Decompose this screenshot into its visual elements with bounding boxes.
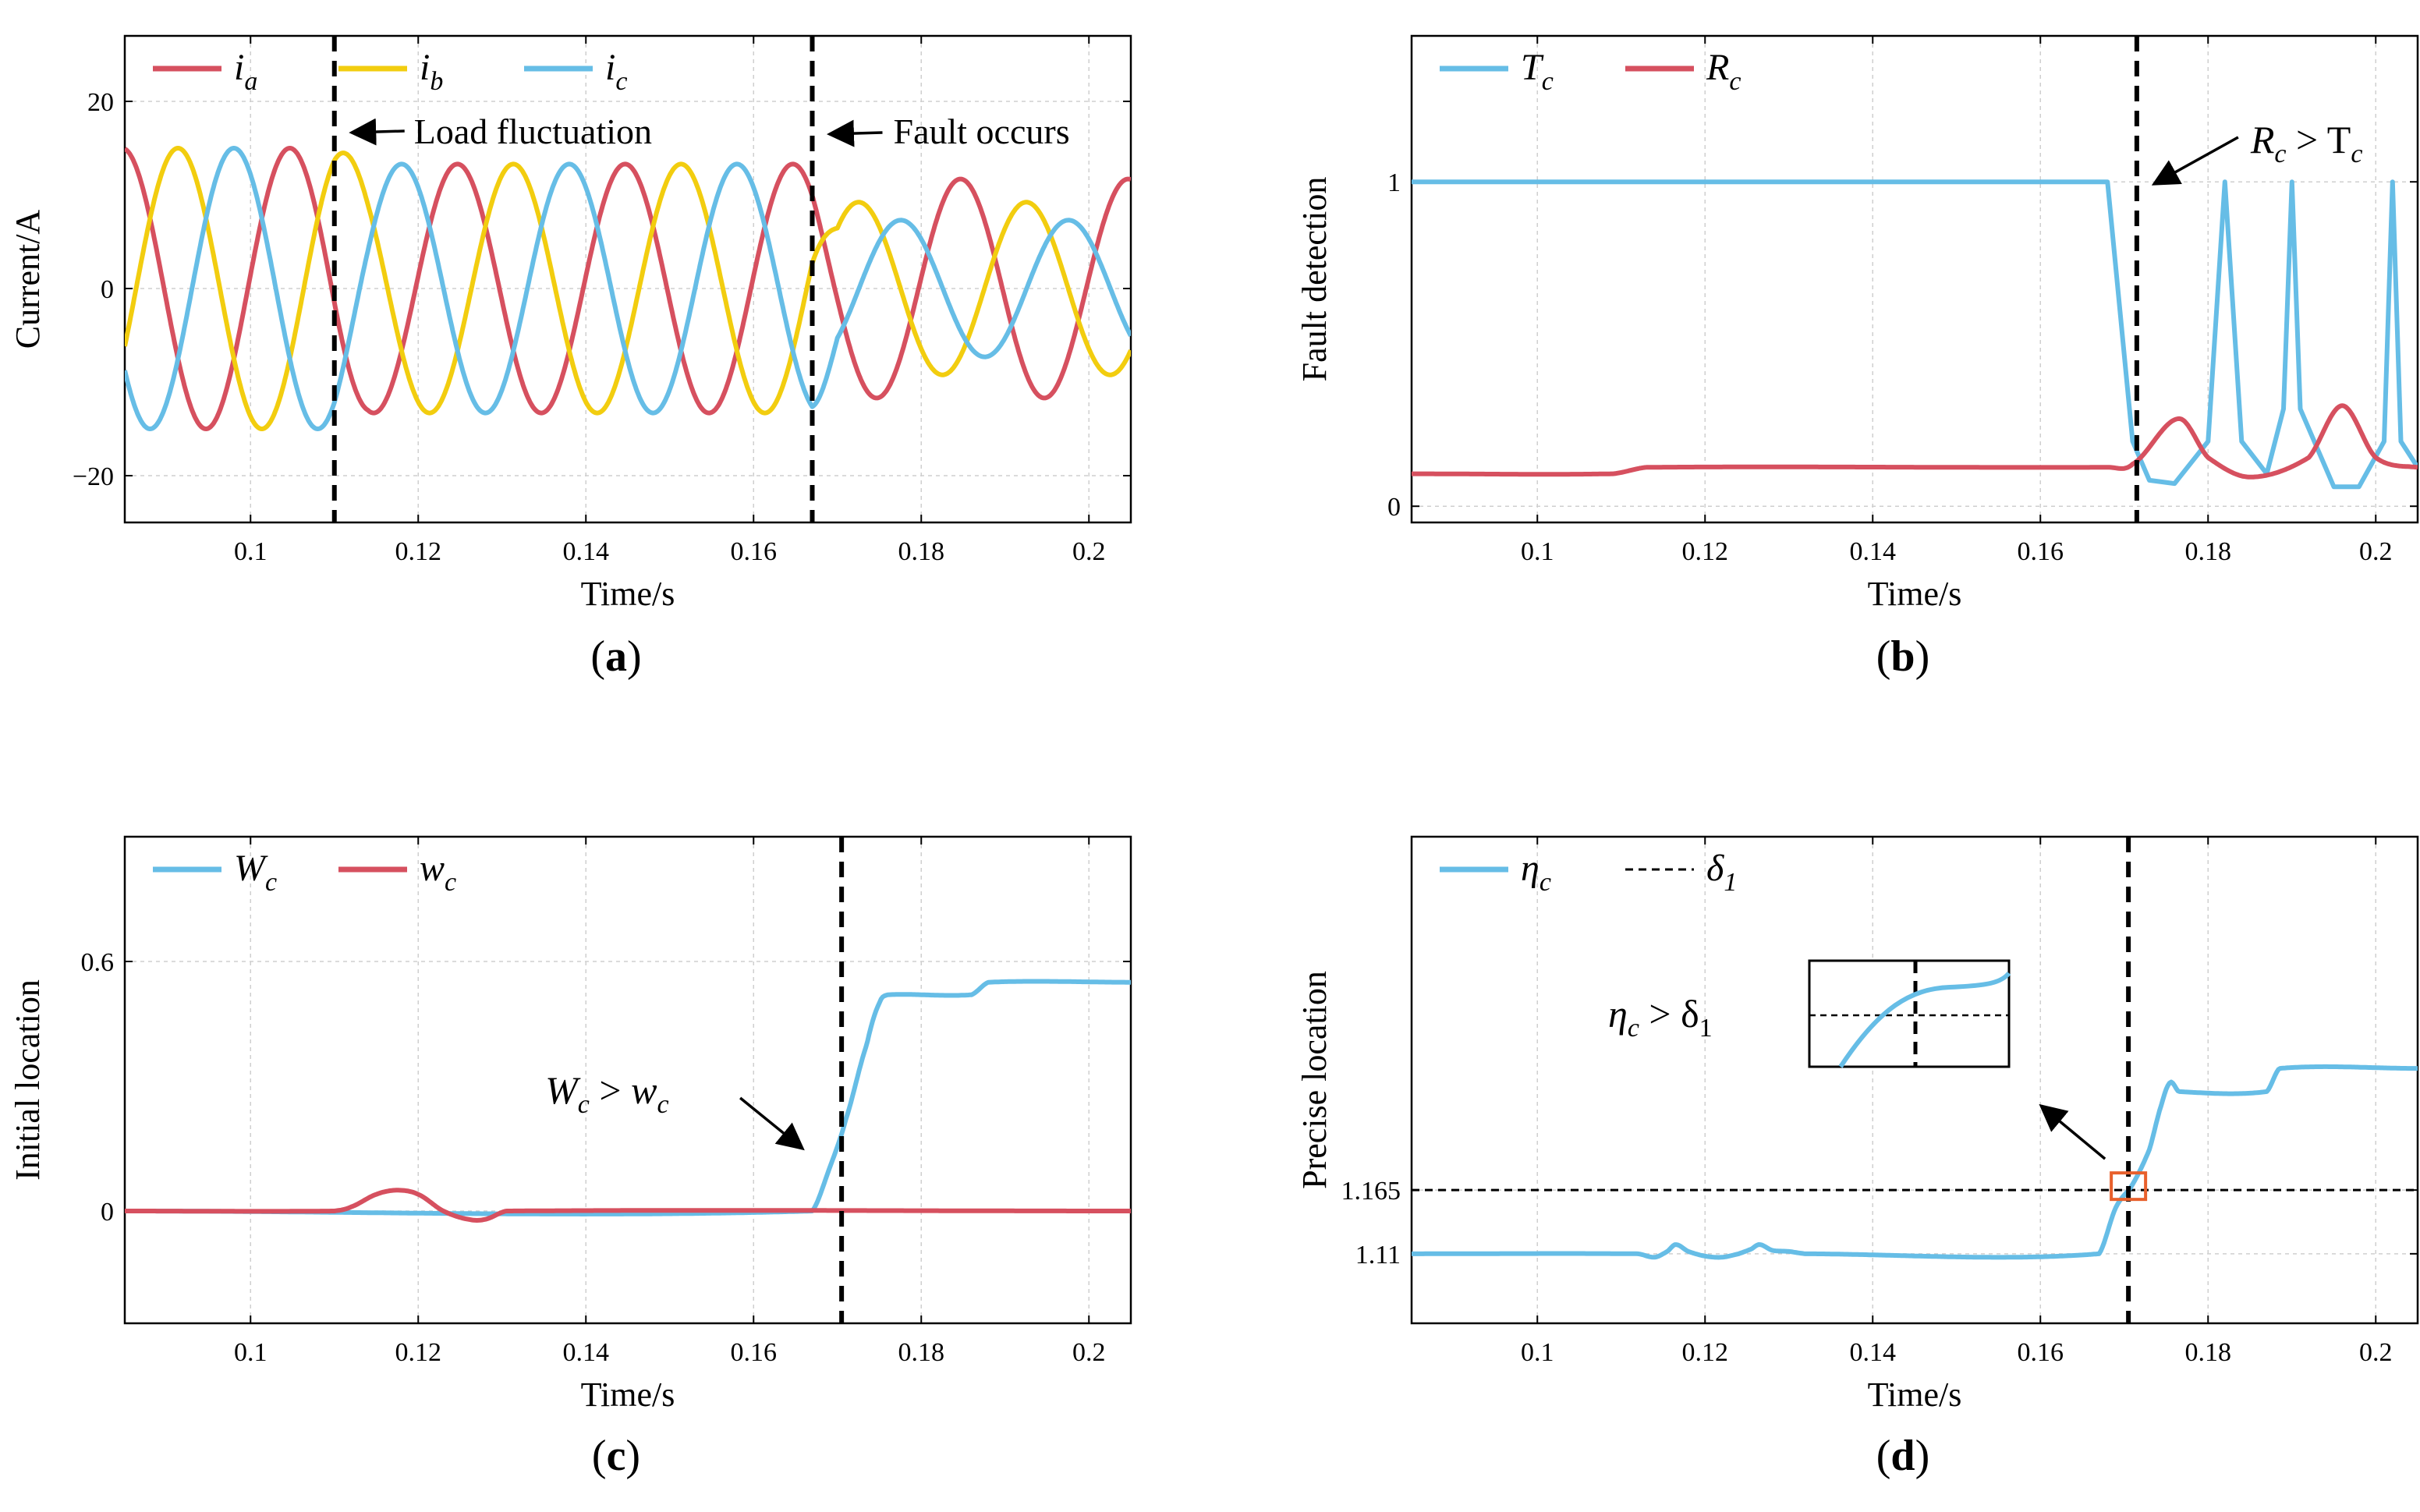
- legend-label-δ1: δ1: [1706, 848, 1737, 897]
- x-axis-label: Time/s: [1868, 1376, 1962, 1414]
- initial-location-arrow: [739, 1096, 805, 1151]
- y-axis-label: Initial location: [9, 979, 47, 1181]
- x-tick-label: 0.16: [731, 537, 778, 566]
- plot-frame: [1410, 835, 2419, 1325]
- y-axis-label: Current/A: [9, 210, 47, 349]
- y-tick-label: 1.165: [1341, 1177, 1401, 1206]
- y-tick-label: 0: [101, 275, 114, 304]
- x-tick-label: 0.12: [395, 1338, 442, 1367]
- fault-occurs-label: Fault occurs: [894, 112, 1070, 151]
- y-tick-label: −20: [73, 462, 114, 491]
- legend-label-Tc: Tc: [1521, 47, 1554, 96]
- series-ia: [125, 146, 1131, 431]
- y-tick-label: 20: [87, 88, 114, 117]
- legend-label-Wc: Wc: [234, 848, 277, 897]
- x-tick-label: 0.1: [1521, 537, 1554, 566]
- series-wc: [125, 1188, 1131, 1223]
- x-axis-label: Time/s: [581, 1376, 675, 1414]
- series-ic: [125, 146, 1131, 431]
- x-tick-label: 0.12: [1682, 537, 1729, 566]
- panel-caption: (d): [1876, 1432, 1929, 1480]
- legend-label-ηc: ηc: [1521, 848, 1551, 897]
- series-ib: [125, 146, 1131, 431]
- y-tick-label: 0: [1387, 493, 1401, 522]
- x-axis-label: Time/s: [1868, 575, 1962, 613]
- panel-caption: (b): [1876, 632, 1929, 681]
- zoom-inset: [1808, 959, 2011, 1068]
- y-axis-label: Precise location: [1295, 971, 1334, 1189]
- plot-frame: [123, 34, 1132, 524]
- panel-a-series: [125, 146, 1131, 431]
- x-tick-label: 0.1: [234, 1338, 268, 1367]
- series-eta_c: [1412, 1064, 2418, 1260]
- fault-occurs-arrow: [827, 119, 883, 147]
- legend-label-wc: wc: [420, 848, 456, 897]
- panel-d-series: [1412, 1064, 2418, 1260]
- x-tick-label: 0.16: [2018, 537, 2064, 566]
- x-tick-label: 0.14: [1850, 537, 1897, 566]
- plot-frame: [1410, 34, 2419, 524]
- x-tick-label: 0.18: [898, 1338, 945, 1367]
- zoom-region-box: [2110, 1171, 2148, 1202]
- plot-frame: [123, 835, 1132, 1325]
- panel-c-series: [125, 979, 1131, 1223]
- y-tick-label: 1.11: [1355, 1241, 1401, 1269]
- panel-d-precise-location: 0.1 0.12 0.14 0.16 0.18 0.2 1.11 1.165 Time/s Pre…: [1295, 835, 2419, 1480]
- detection-condition-label: Rc > Tc: [2250, 118, 2363, 168]
- series-Tc: [1412, 179, 2418, 490]
- inset-curve: [1838, 971, 2011, 1068]
- legend-label-ib: ib: [420, 47, 443, 96]
- panel-a-current: 0.1 0.12 0.14 0.16 0.18 0.2 −20 0 20 Time/s Curren…: [9, 34, 1132, 681]
- y-tick-label: 0.6: [81, 948, 115, 977]
- x-tick-label: 0.12: [1682, 1338, 1729, 1367]
- x-tick-label: 0.14: [563, 1338, 610, 1367]
- x-tick-label: 0.16: [2018, 1338, 2064, 1367]
- y-tick-label: 1: [1387, 168, 1401, 197]
- x-tick-label: 0.1: [234, 537, 268, 566]
- precise-condition-label: ηc > δ1: [1608, 992, 1713, 1043]
- panel-caption: (c): [592, 1432, 640, 1480]
- x-tick-label: 0.12: [395, 537, 442, 566]
- x-tick-label: 0.16: [731, 1338, 778, 1367]
- panel-b-fault-detection: 0.1 0.12 0.14 0.16 0.18 0.2 0 1 Time/s Fault dete…: [1295, 34, 2419, 681]
- inset-frame: [1808, 959, 2011, 1068]
- series-Rc: [1412, 403, 2418, 480]
- legend-label-Rc: Rc: [1706, 47, 1741, 96]
- legend-label-ia: ia: [234, 47, 257, 96]
- zoom-arrow: [2039, 1103, 2106, 1160]
- x-axis-label: Time/s: [581, 575, 675, 613]
- load-fluctuation-label: Load fluctuation: [414, 112, 652, 151]
- panel-b-series: [1412, 179, 2418, 490]
- x-tick-label: 0.2: [1072, 1338, 1106, 1367]
- x-tick-label: 0.2: [1072, 537, 1106, 566]
- panel-caption: (a): [590, 632, 641, 681]
- x-tick-label: 0.14: [1850, 1338, 1897, 1367]
- load-fluctuation-arrow: [349, 118, 405, 146]
- initial-location-condition-label: Wc > wc: [545, 1068, 668, 1119]
- x-tick-label: 0.2: [2359, 537, 2393, 566]
- x-tick-label: 0.2: [2359, 1338, 2393, 1367]
- x-tick-label: 0.1: [1521, 1338, 1554, 1367]
- y-tick-label: 0: [101, 1198, 114, 1227]
- x-tick-label: 0.18: [2185, 1338, 2232, 1367]
- legend-label-ic: ic: [605, 47, 627, 96]
- y-axis-label: Fault detection: [1295, 177, 1334, 382]
- x-tick-label: 0.18: [2185, 537, 2232, 566]
- x-tick-label: 0.18: [898, 537, 945, 566]
- detection-arrow: [2151, 136, 2239, 186]
- panel-c-initial-location: 0.1 0.12 0.14 0.16 0.18 0.2 0 0.6 Time/s Initial …: [9, 835, 1132, 1480]
- x-tick-label: 0.14: [563, 537, 610, 566]
